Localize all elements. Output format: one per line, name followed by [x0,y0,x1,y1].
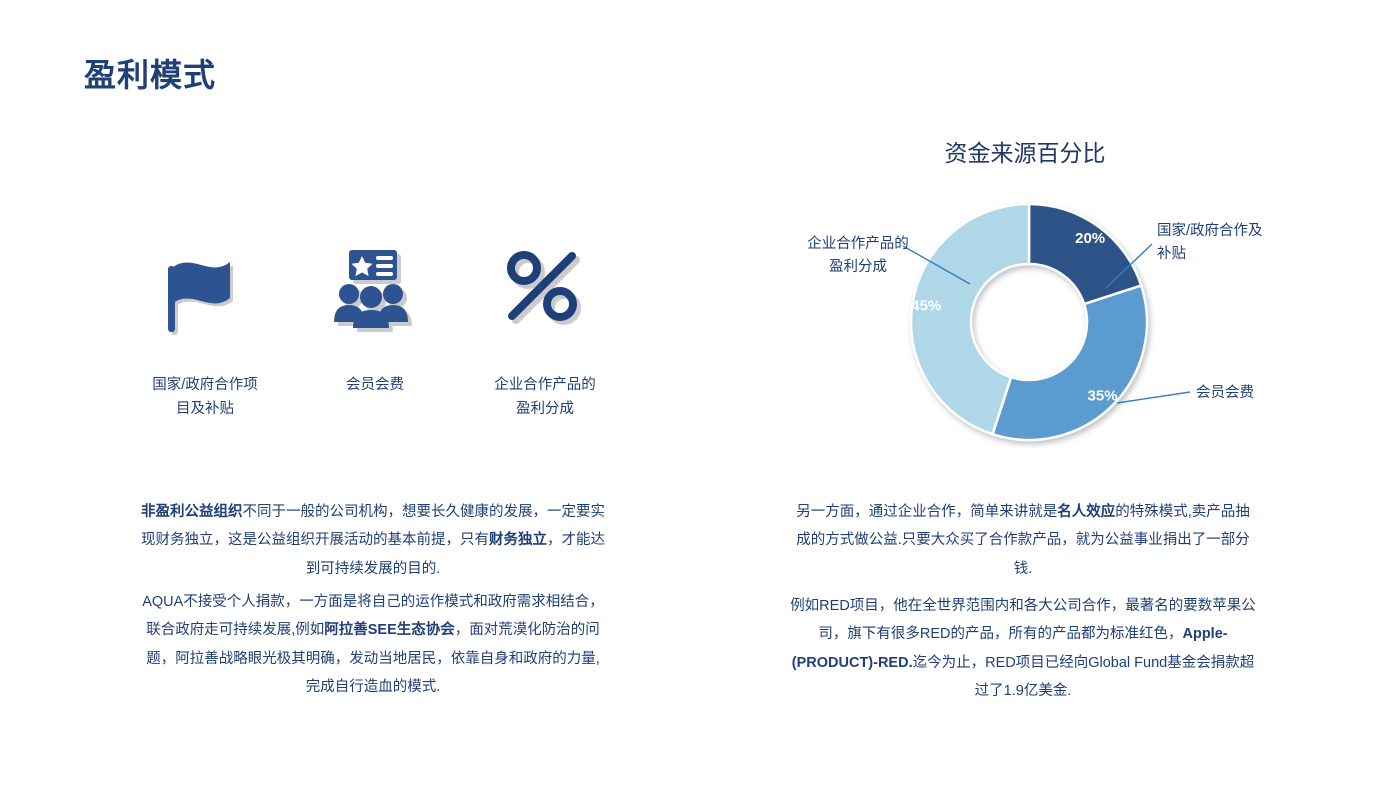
left-paragraph-2-bold-1: 阿拉善SEE生态协会 [324,622,455,639]
left-paragraph-1-tail: ，才能达到可持续发展的目的. [305,532,605,577]
right-paragraph-1-bold-1: 名人效应 [1057,504,1116,520]
revenue-icon-label: 国家/政府合作项 目及补贴 [152,377,258,417]
revenue-icon-label: 企业合作产品的 盈利分成 [494,377,596,417]
page-title: 盈利模式 [84,57,217,93]
donut-segment[interactable] [909,202,1031,436]
right-paragraph-2-tail: 迄今为止，RED项目已经向Global Fund基金会捐款超过了1.9亿美金. [912,654,1255,699]
right-paragraph-2-bold-1: Apple-(PRODUCT)-RED. [791,626,1228,671]
leader-line-top-right [1105,243,1153,289]
right-paragraph-1-tail: 的特殊模式,卖产品抽成的方式做公益.只要大众买了合作款产品，就为公益事业捐出了一… [796,504,1250,577]
right-paragraph-1-head: 另一方面，通过企业合作，简单来讲就是 [796,504,1058,520]
left-paragraph-2: AQUA不接受个人捐款，一方面是将自己的运作模式和政府需求相结合，联合政府走可持… [140,588,606,701]
leader-line-left [902,245,971,285]
donut-segment[interactable] [1027,202,1143,306]
donut-segment[interactable] [990,283,1149,442]
right-paragraph-2-head: 例如RED项目，他在全世界范围内和各大公司合作，最著名的要数苹果公司，旗下有很多… [790,598,1256,643]
donut-segment-label: 35% [1088,388,1118,405]
left-paragraph-2-tail: ，面对荒漠化防治的问题，阿拉善战略眼光极其明确，发动当地居民，依靠自身和政府的力… [146,622,600,695]
revenue-icon-item-government: 国家/政府合作项 目及补贴 [130,246,280,422]
right-paragraph-2: 例如RED项目，他在全世界范围内和各大公司合作，最著名的要数苹果公司，旗下有很多… [790,592,1256,705]
chart-callout-government: 国家/政府合作及 补贴 [1157,223,1263,263]
percent-icon [502,246,588,338]
chart-callout-enterprise: 企业合作产品的 盈利分成 [807,236,909,276]
revenue-icon-item-membership: 会员会费 [300,246,450,398]
donut-segment-label: 20% [1075,230,1105,247]
left-paragraph-1-mid: 不同于一般的公司机构，想要长久健康的发展，一定要实现财务独立，这是公益组织开展活… [141,504,605,549]
funding-donut-chart: 20% 35% 45% [790,180,1290,470]
left-paragraph-2-head: AQUA不接受个人捐款，一方面是将自己的运作模式和政府需求相结合，联合政府走可持… [142,594,604,639]
revenue-icon-label: 会员会费 [346,377,404,393]
left-paragraph-1-bold-2: 财务独立 [489,532,547,549]
revenue-icon-row: 国家/政府合作项 目及补贴 [130,246,620,422]
chart-callout-membership: 会员会费 [1196,385,1254,401]
leader-line-right [1116,391,1191,404]
flag-icon [162,246,248,338]
donut-segment-label: 45% [911,298,941,315]
left-paragraph-1-bold-1: 非盈利公益组织 [141,504,243,520]
left-paragraph-1: 非盈利公益组织不同于一般的公司机构，想要长久健康的发展，一定要实现财务独立，这是… [140,498,606,583]
revenue-icon-item-enterprise: 企业合作产品的 盈利分成 [470,246,620,422]
right-paragraph-1: 另一方面，通过企业合作，简单来讲就是名人效应的特殊模式,卖产品抽成的方式做公益.… [790,498,1256,583]
members-icon [332,246,418,338]
chart-title: 资金来源百分比 [944,140,1106,166]
